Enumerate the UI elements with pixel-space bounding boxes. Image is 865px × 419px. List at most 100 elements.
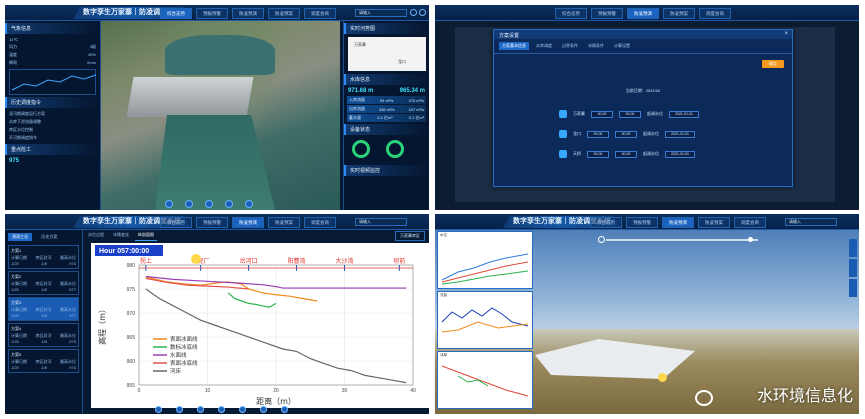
time-slider[interactable] — [598, 236, 758, 244]
play-icon[interactable] — [598, 236, 605, 243]
settings-icon[interactable] — [419, 9, 426, 16]
station-label: 大沙湾 — [335, 257, 353, 265]
water-icon[interactable] — [205, 200, 213, 208]
history-item[interactable]: 库区水位控制 — [9, 127, 33, 132]
series-line-水面线 — [145, 275, 407, 289]
chart-tab[interactable]: 水位过程 — [88, 232, 104, 237]
history-item[interactable]: 水库下泄流量调整 — [9, 119, 41, 124]
search-input[interactable]: 请输入 — [785, 218, 837, 226]
value-input[interactable]: 00.00 — [615, 150, 637, 158]
tab-rehearsal[interactable]: 防凌预演 — [627, 8, 659, 19]
value-input[interactable]: 00.00 — [587, 130, 609, 138]
measure-icon[interactable] — [849, 259, 857, 277]
layers-icon[interactable] — [849, 239, 857, 257]
reach-select[interactable]: 万家寨库区 — [395, 231, 425, 241]
river-map[interactable]: 万家寨 龙口 — [348, 37, 426, 71]
y-tick-label: 965 — [127, 335, 136, 341]
tab-plan[interactable]: 防凌预案 — [698, 217, 730, 228]
legend-label: 数标冰底线 — [170, 343, 198, 351]
tab-rehearsal[interactable]: 防凌预演 — [232, 8, 264, 19]
value-input[interactable]: 00.00 — [619, 110, 641, 118]
tab-overview[interactable]: 综合态势 — [160, 8, 192, 19]
user-icon[interactable] — [410, 9, 417, 16]
scheme-item[interactable]: 方案5 计算日期 库区封河 最高水位 1/25 1/8 976 — [8, 349, 79, 373]
weather-section-title: 气象信息 — [5, 23, 100, 34]
chart-tabs: 水位过程 冰情变化 纵剖面图 万家寨库区 — [85, 231, 425, 241]
scheme-item[interactable]: 方案3 计算日期 库区封河 最高水位 1/25 1/8 977 — [8, 297, 79, 321]
dialog-tab[interactable]: 冰情条件 — [588, 43, 604, 48]
date-input[interactable]: 2021-01-01 — [665, 130, 695, 138]
tool-icon[interactable] — [239, 406, 246, 413]
tool-icon[interactable] — [260, 406, 267, 413]
map-label: 龙口 — [398, 59, 406, 64]
value-input[interactable]: 00.00 — [587, 150, 609, 158]
value-input[interactable]: 00.00 — [615, 130, 637, 138]
tab-forecast[interactable]: 预报预警 — [196, 8, 228, 19]
water-section-title: 水库信息 — [344, 74, 429, 85]
tab-forecast[interactable]: 预报预警 — [591, 8, 623, 19]
scheme-name: 方案2 — [11, 274, 22, 279]
close-icon[interactable]: × — [784, 31, 788, 37]
dialog-tab[interactable]: 边界条件 — [562, 43, 578, 48]
tab-plan[interactable]: 防凌预案 — [268, 8, 300, 19]
dialog-tab[interactable]: 方案基本信息 — [499, 42, 529, 50]
tab-rehearsal[interactable]: 防凌预演 — [232, 217, 264, 228]
tab-overview[interactable]: 综合态势 — [590, 217, 622, 228]
scheme-item[interactable]: 方案4 计算日期 库区封河 最高水位 1/25 1/8 975 — [8, 323, 79, 347]
chart-tab[interactable]: 纵剖面图 — [135, 231, 157, 241]
x-axis-label: 距离（m） — [256, 396, 296, 406]
scheme-cols: 计算日期 库区封河 最高水位 — [11, 281, 76, 287]
ice-scene-panel: 数字孪生万家寨｜防凌调度系统 综合态势 预报预警 防凌预演 防凌预案 调度会商 … — [435, 214, 859, 414]
tab-consult[interactable]: 调度会商 — [699, 8, 731, 19]
date-input[interactable]: 2021-01-01 — [665, 150, 695, 158]
dialog-tab[interactable]: 水库调度 — [536, 43, 552, 48]
monitor-icon[interactable] — [185, 200, 193, 208]
tab-plan[interactable]: 防凌预案 — [268, 217, 300, 228]
tool-icon[interactable] — [197, 406, 204, 413]
tab-consult[interactable]: 调度会商 — [304, 8, 336, 19]
tab-forecast[interactable]: 预报预警 — [626, 217, 658, 228]
water-level-b: 965.34 m — [399, 88, 425, 94]
y-tick-label: 960 — [127, 359, 136, 365]
app-header: 综合态势 预报预警 防凌预演 防凌预案 调度会商 — [435, 5, 859, 21]
scheme-sidebar: 预演工况 历史方案 方案1 计算日期 库区封河 最高水位 1/25 1/8 976 方案2 计算… — [5, 230, 83, 414]
scheme-item[interactable]: 方案1 计算日期 库区封河 最高水位 1/25 1/8 976 — [8, 245, 79, 269]
tab-consult[interactable]: 调度会商 — [734, 217, 766, 228]
tab-forecast[interactable]: 预报预警 — [196, 217, 228, 228]
right-info-panel: 实时河势图 万家寨 龙口 水库信息 971.68 m 965.34 m 入库流量… — [343, 21, 429, 210]
confirm-button[interactable]: 确定 — [762, 60, 784, 68]
sun-marker — [658, 373, 667, 382]
scheme-item[interactable]: 方案2 计算日期 库区封河 最高水位 1/25 1/8 977 — [8, 271, 79, 295]
stat-section-title: 重点险工 — [5, 144, 100, 155]
tab-overview[interactable]: 综合态势 — [160, 217, 192, 228]
station-label: 拐上 — [140, 257, 152, 265]
video-icon[interactable] — [225, 200, 233, 208]
slider-handle[interactable] — [748, 237, 753, 242]
history-item[interactable]: 凌汛期调度运行方案 — [9, 111, 45, 116]
flow-row: 入库流量 94 m³/s 475 m³/s — [347, 96, 426, 104]
tool-icon[interactable] — [281, 406, 288, 413]
project-icon[interactable] — [245, 200, 253, 208]
dialog-tab[interactable]: 计算设置 — [614, 43, 630, 48]
slider-track[interactable] — [606, 239, 758, 241]
history-item[interactable]: 开河期调度指令 — [9, 135, 37, 140]
scheme-col-value: 976 — [69, 365, 76, 370]
tab-plan[interactable]: 防凌预案 — [663, 8, 695, 19]
tab-consult[interactable]: 调度会商 — [304, 217, 336, 228]
tool-icon[interactable] — [218, 406, 225, 413]
tool-icon[interactable] — [176, 406, 183, 413]
side-tab[interactable]: 历史方案 — [41, 234, 58, 239]
dam-model[interactable] — [126, 77, 254, 117]
search-input[interactable]: 请输入 — [355, 9, 407, 17]
value-input[interactable]: 00.00 — [591, 110, 613, 118]
tab-overview[interactable]: 综合态势 — [555, 8, 587, 19]
settings-icon[interactable] — [849, 279, 857, 297]
chart-tab[interactable]: 冰情变化 — [113, 232, 129, 237]
scheme-dialog: 方案设置 × 方案基本信息 水库调度 边界条件 冰情条件 计算设置 确定 当前日… — [493, 29, 793, 187]
tab-rehearsal[interactable]: 防凌预演 — [662, 217, 694, 228]
tool-icon[interactable] — [155, 406, 162, 413]
search-input[interactable]: 请输入 — [355, 218, 407, 226]
date-input[interactable]: 2021-01-01 — [669, 110, 699, 118]
overview-icon[interactable] — [165, 200, 173, 208]
side-tab[interactable]: 预演工况 — [8, 233, 32, 241]
